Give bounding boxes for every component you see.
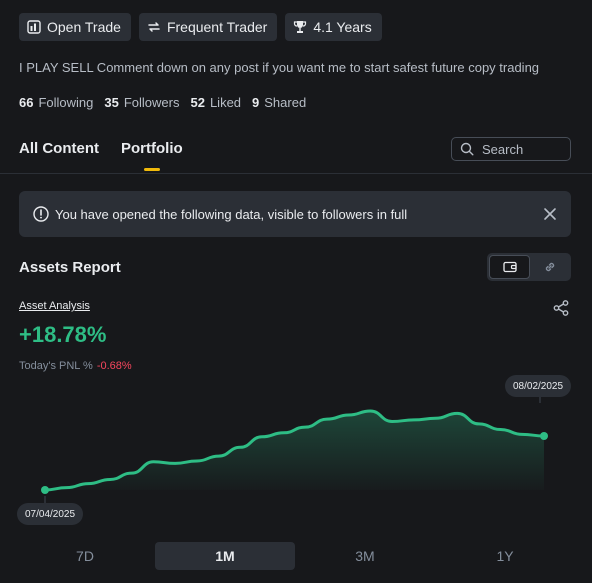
visibility-notice: You have opened the following data, visi… [19, 191, 571, 237]
asset-analysis-link[interactable]: Asset Analysis [19, 300, 90, 312]
notice-text: You have opened the following data, visi… [55, 206, 408, 222]
badge-label: Open Trade [47, 19, 121, 35]
frequent-trader-badge[interactable]: Frequent Trader [138, 13, 278, 41]
open-trade-badge[interactable]: Open Trade [19, 13, 131, 41]
trade-icon [27, 20, 41, 34]
tab-all-content[interactable]: All Content [19, 140, 99, 157]
share-button[interactable] [552, 299, 570, 322]
range-1y[interactable]: 1Y [496, 548, 514, 564]
chart-end-date: 08/02/2025 [505, 375, 572, 397]
wallet-view-button[interactable] [489, 255, 530, 279]
stat-shared[interactable]: 9 Shared [252, 95, 307, 110]
share-icon [553, 300, 569, 316]
chart-end-point [540, 431, 548, 440]
range-3m[interactable]: 3M [355, 548, 375, 564]
chart-line [43, 409, 546, 492]
badge-label: Frequent Trader [166, 19, 268, 35]
info-icon [33, 206, 49, 222]
trophy-icon [294, 21, 307, 33]
stat-following[interactable]: 66 Following [19, 95, 94, 110]
profile-bio: I PLAY SELL Comment down on any post if … [19, 60, 540, 75]
link-view-button[interactable] [530, 255, 569, 279]
assets-report-title: Assets Report [19, 259, 121, 276]
profile-stats: 66 Following 35 Followers 52 Liked 9 Shared [19, 95, 306, 110]
years-badge[interactable]: 4.1 Years [285, 13, 382, 41]
tabs-divider [0, 173, 592, 174]
today-pnl-value: -0.68% [96, 360, 132, 372]
search-input[interactable] [482, 141, 562, 157]
link-icon [545, 262, 554, 272]
badge-row: Open Trade Frequent Trader 4.1 Years [19, 13, 382, 41]
chart-start-date: 07/04/2025 [17, 503, 84, 525]
wallet-icon [502, 261, 517, 273]
time-range-selector: 7D 1M 3M 1Y [15, 542, 575, 570]
today-pnl-label: Today's PNL % [19, 360, 93, 372]
chart-area [45, 411, 544, 490]
range-1m[interactable]: 1M [155, 542, 295, 570]
tab-portfolio[interactable]: Portfolio [121, 140, 183, 171]
chart-start-point [41, 486, 49, 494]
range-7d[interactable]: 7D [76, 548, 94, 564]
view-toggle [487, 253, 571, 281]
total-pnl-percent: +18.78% [19, 322, 107, 347]
stat-followers[interactable]: 35 Followers [104, 95, 180, 110]
repeat-icon [148, 22, 160, 32]
stat-liked[interactable]: 52 Liked [190, 95, 242, 110]
search-icon [460, 142, 474, 156]
close-notice-button[interactable] [543, 207, 557, 221]
badge-label: 4.1 Years [313, 19, 372, 35]
search-box[interactable] [451, 137, 571, 161]
close-icon [544, 208, 556, 220]
pnl-chart [41, 397, 548, 503]
content-tabs: All Content Portfolio [19, 140, 183, 171]
today-pnl: Today's PNL % -0.68% [19, 360, 132, 372]
